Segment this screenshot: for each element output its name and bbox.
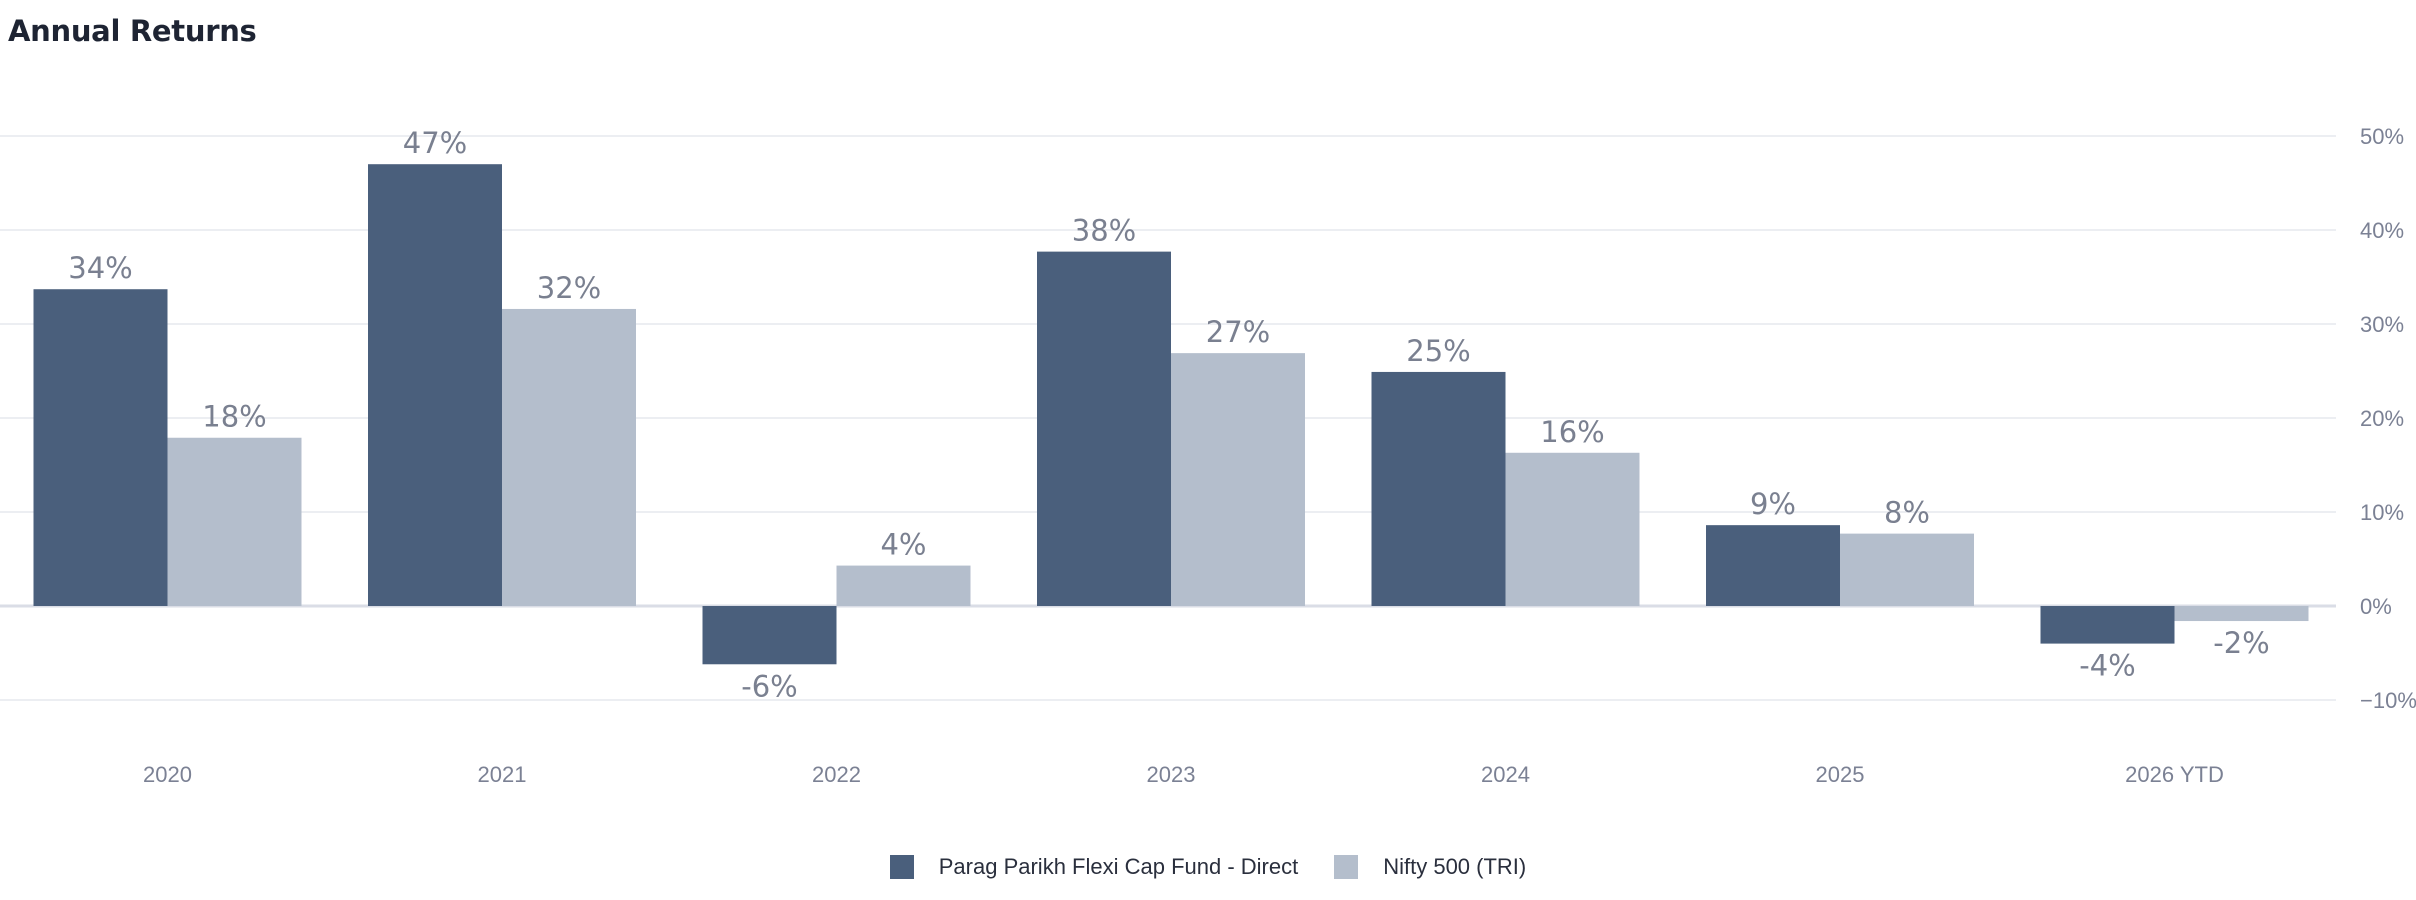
- data-label: 27%: [1206, 315, 1270, 349]
- bar-fund-2023: [1037, 251, 1171, 606]
- y-tick-label: 20%: [2360, 406, 2404, 431]
- chart-legend: Parag Parikh Flexi Cap Fund - Direct Nif…: [0, 850, 2416, 884]
- annual-returns-chart: 50% 40% 30% 20% 10% 0% −10% 34% 18% 2020 47% 32% 202…: [0, 124, 2416, 787]
- y-tick-label: −10%: [2360, 688, 2416, 713]
- y-tick-label: 10%: [2360, 500, 2404, 525]
- data-label: 32%: [537, 271, 601, 305]
- bar-index-2021: [502, 308, 636, 606]
- x-tick-label: 2022: [812, 762, 861, 787]
- bar-index-2026-ytd: [2174, 606, 2309, 622]
- bar-index-2020: [167, 437, 302, 606]
- legend-swatch-fund: [889, 855, 914, 879]
- bar-index-2025: [1840, 533, 1974, 606]
- data-label: 16%: [1540, 415, 1604, 449]
- bar-fund-2024: [1371, 371, 1506, 606]
- x-tick-label: 2020: [143, 762, 192, 787]
- data-label: 8%: [1884, 496, 1930, 530]
- bar-index-2022: [836, 565, 971, 606]
- x-tick-label: 2026 YTD: [2125, 762, 2224, 787]
- data-label: 9%: [1750, 487, 1796, 521]
- legend-item-index[interactable]: Nifty 500 (TRI): [1334, 854, 1526, 880]
- legend-swatch-index: [1334, 855, 1359, 879]
- data-label: -2%: [2213, 626, 2269, 660]
- data-label: 47%: [403, 126, 467, 160]
- bar-fund-2022: [702, 606, 837, 665]
- data-label: -4%: [2079, 649, 2135, 683]
- legend-item-fund[interactable]: Parag Parikh Flexi Cap Fund - Direct: [889, 854, 1299, 880]
- bar-index-2023: [1171, 353, 1305, 606]
- y-tick-label: 30%: [2360, 312, 2404, 337]
- bar-index-2024: [1505, 452, 1640, 606]
- x-tick-label: 2021: [478, 762, 527, 787]
- bar-fund-2026-ytd: [2040, 606, 2175, 644]
- data-label: 4%: [880, 528, 926, 562]
- x-tick-label: 2023: [1147, 762, 1196, 787]
- data-label: 38%: [1072, 214, 1136, 248]
- bar-fund-2020: [33, 289, 168, 606]
- y-tick-label: 0%: [2360, 594, 2392, 619]
- data-label: 34%: [68, 251, 132, 285]
- chart-title: Annual Returns: [8, 14, 257, 48]
- x-tick-label: 2025: [1816, 762, 1865, 787]
- data-label: -6%: [741, 669, 797, 703]
- data-label: 18%: [202, 400, 266, 434]
- y-tick-label: 50%: [2360, 124, 2404, 149]
- bar-fund-2021: [368, 164, 502, 606]
- y-tick-label: 40%: [2360, 218, 2404, 243]
- x-tick-label: 2024: [1481, 762, 1530, 787]
- legend-label-index: Nifty 500 (TRI): [1383, 854, 1527, 879]
- bar-fund-2025: [1706, 525, 1840, 606]
- legend-label-fund: Parag Parikh Flexi Cap Fund - Direct: [938, 854, 1299, 879]
- data-label: 25%: [1406, 334, 1470, 368]
